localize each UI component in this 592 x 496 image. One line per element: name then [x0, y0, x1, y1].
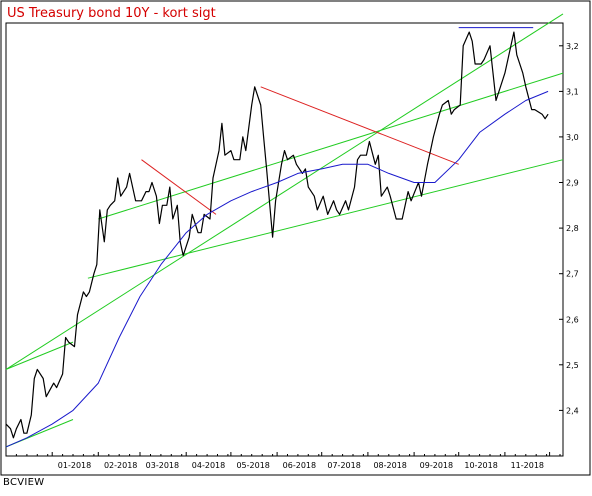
y-axis: 2,4 2,5 2,6 2,7 2,8 2,9 3,0 3,1 3,2 — [559, 42, 579, 415]
x-axis: 01-2018 02-2018 03-2018 04-2018 05-2018 06-20… — [5, 452, 561, 470]
y-tick-label: 3,0 — [566, 133, 579, 142]
x-tick-label: 11-2018 — [511, 461, 544, 470]
x-tick-label: 08-2018 — [373, 461, 406, 470]
y-tick-label: 2,4 — [566, 406, 579, 415]
x-tick-label: 03-2018 — [146, 461, 179, 470]
trend-channel-line-5 — [5, 341, 74, 370]
y-tick-label: 2,9 — [566, 179, 579, 188]
y-tick-label: 2,5 — [566, 361, 579, 370]
y-tick-label: 3,1 — [566, 87, 579, 96]
y-tick-label: 2,8 — [566, 224, 579, 233]
y-tick-label: 2,7 — [566, 270, 579, 279]
x-tick-label: 06-2018 — [283, 461, 316, 470]
y-tick-label: 3,2 — [566, 42, 579, 51]
x-tick-label: 09-2018 — [420, 461, 453, 470]
trend-channel-line-3 — [87, 159, 564, 279]
resistance-line-6 — [141, 159, 217, 215]
chart-title: US Treasury bond 10Y - kort sigt — [7, 6, 216, 21]
x-tick-label: 05-2018 — [236, 461, 269, 470]
trend-channel-line-1 — [5, 13, 564, 370]
x-tick-label: 04-2018 — [192, 461, 225, 470]
x-tick-label: 07-2018 — [327, 461, 360, 470]
series-lines — [5, 31, 549, 448]
plot-frame — [5, 22, 564, 457]
window-border — [0, 0, 591, 476]
resistance-line-7 — [260, 86, 459, 165]
x-tick-label: 01-2018 — [58, 461, 91, 470]
y-tick-label: 2,6 — [566, 315, 579, 324]
moving-average-line — [5, 90, 549, 448]
price-line — [5, 31, 549, 439]
x-tick-label: 02-2018 — [104, 461, 137, 470]
trend-channel-line-2 — [98, 72, 564, 220]
x-tick-label: 10-2018 — [464, 461, 497, 470]
source-label: BCVIEW — [3, 477, 45, 488]
